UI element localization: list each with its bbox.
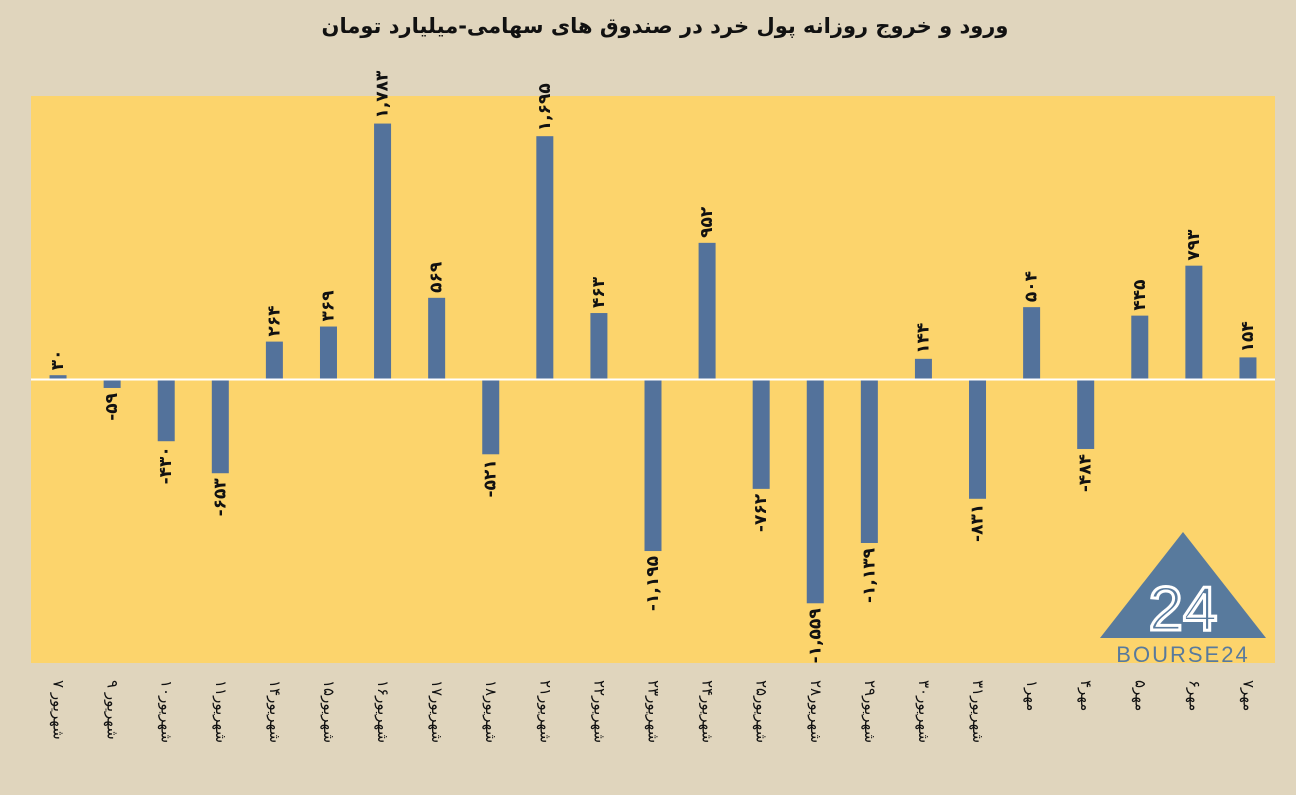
x-tick-label: ۷مهر xyxy=(1239,680,1257,711)
bar xyxy=(536,136,554,380)
data-label: ۹۵۲ xyxy=(697,206,717,238)
data-label: ۱۵۴ xyxy=(1238,321,1258,352)
data-label: -۴۳۰ xyxy=(156,446,176,484)
bar xyxy=(644,379,662,552)
data-label: ۳۰ xyxy=(48,349,68,370)
bar xyxy=(319,326,337,380)
bar xyxy=(914,358,932,380)
bar xyxy=(969,379,987,499)
logo-mark: 24 xyxy=(1149,575,1218,644)
data-label: ۳۶۹ xyxy=(318,290,338,322)
bar xyxy=(49,375,67,380)
data-label: -۱,۵۵۹ xyxy=(805,608,825,664)
data-label: -۷۶۲ xyxy=(751,493,771,532)
data-label: ۵۰۴ xyxy=(1022,271,1042,302)
bar xyxy=(482,379,500,455)
x-tick-label: ۱۶شهریور xyxy=(374,680,392,743)
data-label: -۱,۱۳۹ xyxy=(859,547,879,603)
bourse24-logo: 24 BOURSE24 xyxy=(1100,532,1266,667)
x-tick-label: ۲۱شهریور xyxy=(536,680,554,743)
x-tick-label: ۴مهر xyxy=(1077,680,1095,711)
x-tick-label: ۱۸شهریور xyxy=(482,680,500,743)
x-tick-label: ۷ شهریور xyxy=(50,680,68,740)
x-tick-label: ۲۴شهریور xyxy=(699,680,717,743)
data-label: -۵۲۱ xyxy=(481,459,501,497)
bar xyxy=(374,123,392,380)
bar xyxy=(1023,307,1041,380)
bar xyxy=(752,379,770,489)
data-label: -۸۳۱ xyxy=(968,504,988,542)
data-label: -۶۵۳ xyxy=(210,478,230,517)
data-label: ۲۶۴ xyxy=(264,305,284,336)
bar xyxy=(428,297,446,380)
data-label: ۷۹۳ xyxy=(1184,229,1204,261)
logo-triangle xyxy=(1100,532,1266,638)
x-tick-label: ۱مهر xyxy=(1023,680,1041,711)
bar xyxy=(1185,265,1203,380)
data-label: -۱,۱۹۵ xyxy=(643,556,663,611)
x-tick-label: ۳۱شهریور xyxy=(969,680,987,743)
x-tick-label: ۲۲شهریور xyxy=(590,680,608,743)
x-tick-label: ۱۱شهریور xyxy=(212,680,230,743)
x-tick-label: ۵مهر xyxy=(1131,680,1149,711)
bar xyxy=(698,242,716,380)
x-tick-label: ۶مهر xyxy=(1185,680,1203,711)
x-tick-label: ۱۰شهریور xyxy=(158,680,176,743)
data-label: -۴۸۴ xyxy=(1076,454,1096,492)
data-label: -۵۹ xyxy=(102,392,122,420)
data-label: ۴۴۵ xyxy=(1130,279,1150,310)
bar xyxy=(157,379,175,442)
data-label: ۱,۶۹۵ xyxy=(535,83,555,131)
x-tick-label: ۱۴شهریور xyxy=(266,680,284,743)
bar xyxy=(1131,315,1149,380)
data-label: ۱۴۴ xyxy=(913,323,933,354)
x-tick-label: ۱۷شهریور xyxy=(428,680,446,743)
logo-text: BOURSE24 xyxy=(1116,642,1249,667)
bar xyxy=(265,341,283,380)
chart-title: ورود و خروج روزانه پول خرد در صندوق های … xyxy=(321,14,1009,38)
data-label: ۵۶۹ xyxy=(427,261,447,293)
x-tick-label: ۲۳شهریور xyxy=(645,680,663,743)
bar xyxy=(103,379,121,388)
bar xyxy=(806,379,824,604)
x-tick-label: ۲۹شهریور xyxy=(861,680,879,743)
x-tick-label: ۲۵شهریور xyxy=(753,680,771,743)
bar xyxy=(860,379,878,543)
x-tick-label: ۹ شهریور xyxy=(104,680,122,740)
bar xyxy=(590,313,608,380)
x-tick-label: ۱۵شهریور xyxy=(320,680,338,743)
bar xyxy=(1077,379,1095,449)
bar xyxy=(1239,357,1257,380)
x-tick-label: ۲۸شهریور xyxy=(807,680,825,743)
bar xyxy=(211,379,229,474)
x-tick-label: ۳۰شهریور xyxy=(915,680,933,743)
data-label: ۴۶۳ xyxy=(589,276,609,308)
data-label: ۱,۷۸۳ xyxy=(373,70,393,119)
